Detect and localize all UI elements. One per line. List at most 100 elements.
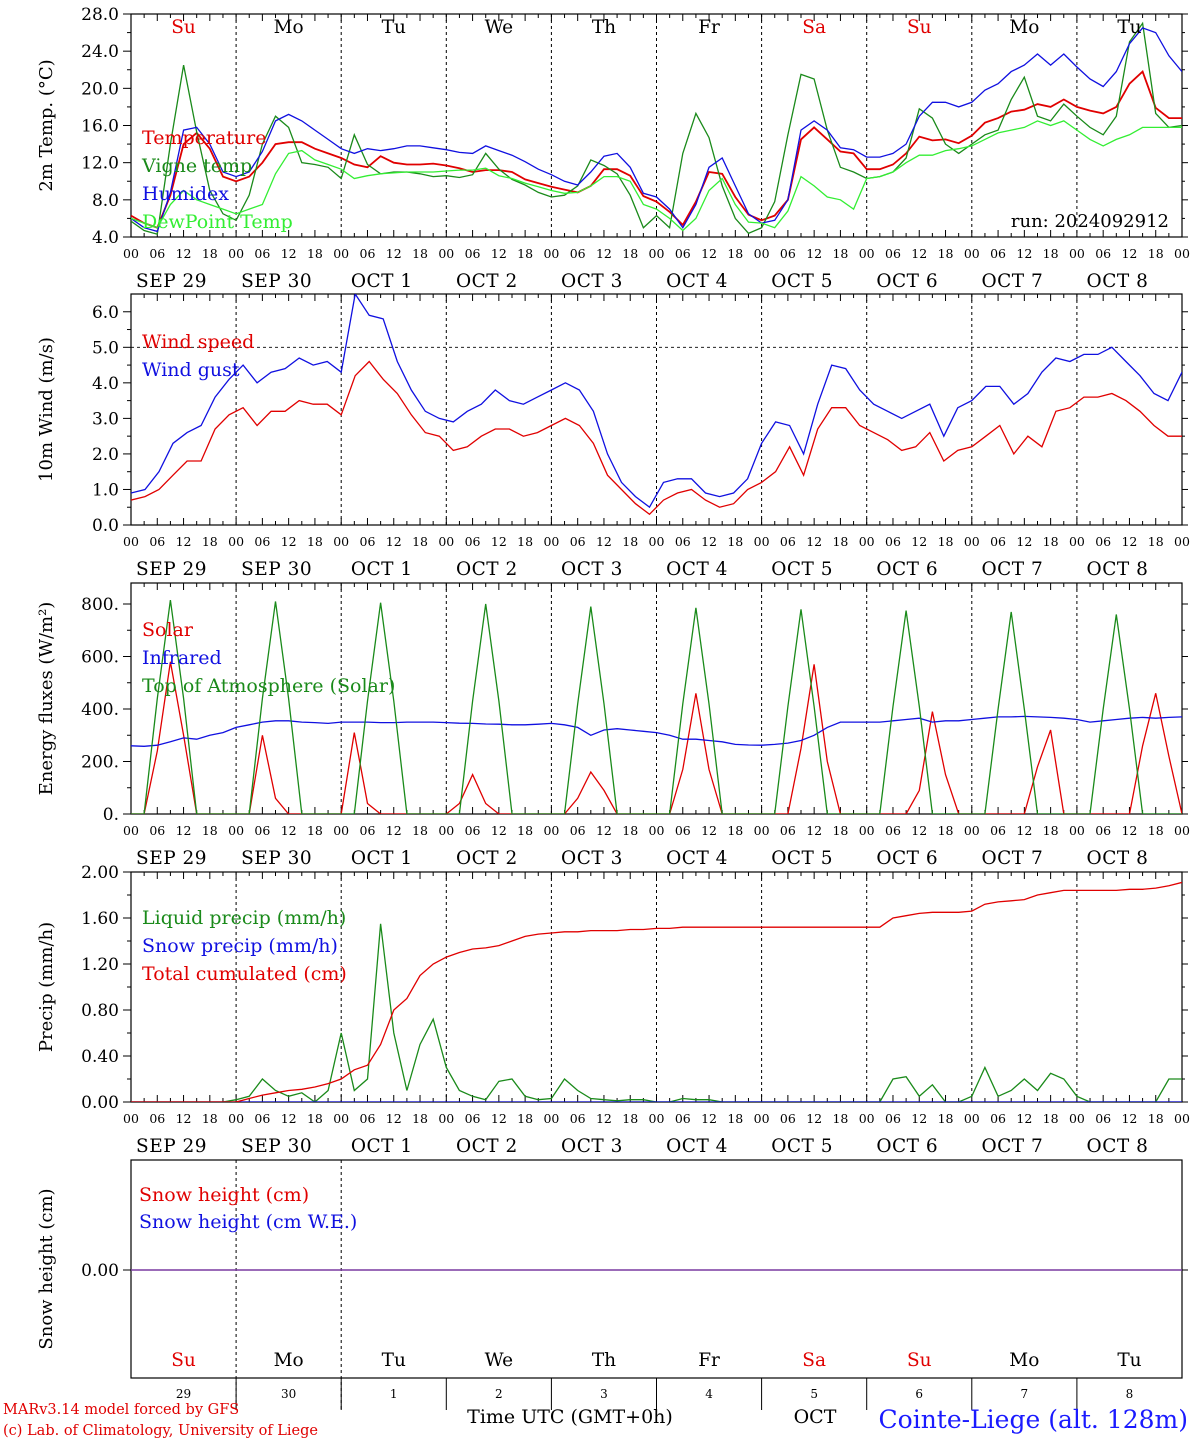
hour-label: 18	[938, 534, 954, 549]
hour-label: 06	[1095, 246, 1111, 261]
weekday-label-top: Sa	[802, 17, 826, 38]
y-axis-title: 10m Wind (m/s)	[36, 337, 57, 482]
day-number: 5	[810, 1387, 818, 1401]
hour-label: 18	[517, 1111, 533, 1126]
hour-label: 00	[333, 534, 349, 549]
hour-label: 12	[911, 1111, 927, 1126]
date-label: SEP 30	[241, 848, 312, 869]
hour-label: 12	[911, 823, 927, 838]
hour-label: 06	[465, 1111, 481, 1126]
series-line-2	[131, 715, 1182, 747]
hour-label: 00	[649, 823, 665, 838]
hour-label: 00	[649, 1111, 665, 1126]
hour-label: 18	[1148, 823, 1164, 838]
weekday-label-top: Mo	[1009, 17, 1039, 38]
date-label: OCT 6	[876, 848, 938, 869]
date-label: SEP 29	[136, 559, 207, 580]
hour-label: 18	[1043, 534, 1059, 549]
weekday-label-top: Tu	[382, 17, 406, 38]
hour-label: 00	[543, 534, 559, 549]
y-tick-label: 1.0	[92, 480, 119, 500]
legend-entry: Humidex	[142, 183, 229, 205]
legend-entry: Liquid precip (mm/h)	[142, 907, 346, 929]
hour-label: 12	[176, 534, 192, 549]
hour-label: 12	[911, 246, 927, 261]
hour-label: 00	[228, 1111, 244, 1126]
time-axis-title: Time UTC (GMT+0h)	[467, 1406, 673, 1428]
date-label: SEP 30	[241, 559, 312, 580]
y-tick-label: 0.40	[81, 1047, 119, 1067]
weekday-label-bottom: Mo	[274, 1350, 304, 1371]
hour-label: 12	[176, 823, 192, 838]
hour-label: 00	[543, 1111, 559, 1126]
hour-label: 06	[885, 823, 901, 838]
y-tick-label: 0.00	[81, 1261, 119, 1281]
hour-label: 12	[281, 1111, 297, 1126]
weekday-label-top: Th	[592, 17, 616, 38]
series-line-3	[131, 881, 1182, 1102]
hour-label: 12	[1121, 534, 1137, 549]
date-label: OCT 7	[981, 271, 1043, 292]
hour-label: 18	[622, 534, 638, 549]
hour-label: 12	[386, 1111, 402, 1126]
hour-label: 12	[386, 246, 402, 261]
hour-label: 00	[1174, 823, 1190, 838]
hour-label: 12	[806, 534, 822, 549]
hour-label: 18	[202, 1111, 218, 1126]
hour-label: 00	[649, 534, 665, 549]
hour-label: 06	[990, 246, 1006, 261]
day-number: 29	[176, 1387, 191, 1401]
hour-label: 00	[228, 534, 244, 549]
y-tick-label: 28.0	[81, 5, 119, 25]
hour-label: 06	[570, 246, 586, 261]
copyright: (c) Lab. of Climatology, University of L…	[3, 1423, 318, 1439]
hour-label: 18	[1148, 1111, 1164, 1126]
y-tick-label: 24.0	[81, 42, 119, 62]
date-label: OCT 8	[1087, 848, 1149, 869]
hour-label: 00	[228, 246, 244, 261]
hour-label: 00	[123, 1111, 139, 1126]
hour-label: 12	[701, 1111, 717, 1126]
hour-label: 00	[333, 246, 349, 261]
date-label: SEP 29	[136, 848, 207, 869]
date-label: SEP 30	[241, 1136, 312, 1157]
hour-label: 00	[859, 1111, 875, 1126]
hour-label: 18	[938, 1111, 954, 1126]
date-label: OCT 8	[1087, 1136, 1149, 1157]
hour-label: 18	[832, 534, 848, 549]
weekday-label-bottom: We	[485, 1350, 514, 1371]
hour-label: 12	[281, 534, 297, 549]
series-line-1	[131, 360, 1182, 516]
weekday-labels: Su Su 29 Mo Mo 30 Tu Tu 1 We We 2 Th Th 3 Fr Fr 4 Sa Sa 5 Su S…	[171, 17, 1141, 1401]
hour-label: 00	[1174, 246, 1190, 261]
hour-label: 12	[701, 534, 717, 549]
y-tick-label: 1.20	[81, 955, 119, 975]
date-label: OCT 4	[666, 559, 728, 580]
hour-label: 18	[307, 1111, 323, 1126]
date-label: OCT 2	[456, 559, 518, 580]
hour-label: 06	[149, 534, 165, 549]
weekday-label-bottom: Mo	[1009, 1350, 1039, 1371]
date-label: OCT 6	[876, 1136, 938, 1157]
hour-label: 06	[1095, 1111, 1111, 1126]
hour-label: 00	[123, 534, 139, 549]
hour-label: 18	[832, 1111, 848, 1126]
date-label: OCT 3	[561, 848, 623, 869]
hour-label: 12	[596, 1111, 612, 1126]
y-tick-label: 0.0	[92, 516, 119, 536]
date-label: OCT 8	[1087, 271, 1149, 292]
hour-label: 00	[859, 246, 875, 261]
legend-entry: Wind gust	[142, 359, 240, 381]
y-axis-title: 2m Temp. (°C)	[36, 59, 57, 191]
hour-label: 00	[1069, 246, 1085, 261]
y-tick-label: 400.	[81, 700, 119, 720]
hour-label: 12	[596, 534, 612, 549]
hour-label: 12	[281, 823, 297, 838]
hour-label: 12	[701, 246, 717, 261]
hour-label: 18	[202, 534, 218, 549]
series-line-1	[131, 923, 1182, 1102]
series-line-2	[131, 21, 1182, 236]
day-number: 3	[600, 1387, 608, 1401]
date-label: OCT 4	[666, 271, 728, 292]
date-label: OCT 1	[351, 848, 413, 869]
